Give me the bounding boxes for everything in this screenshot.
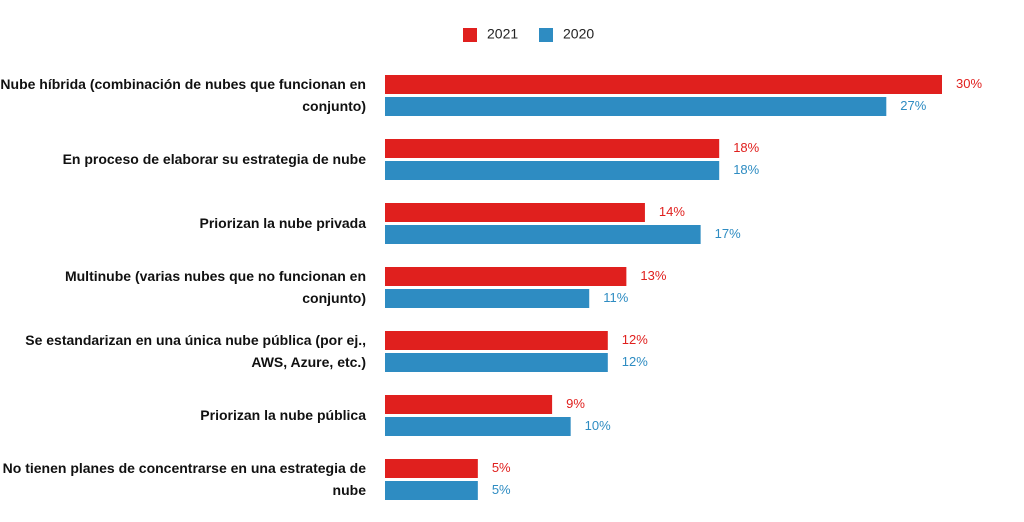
bar	[385, 481, 478, 500]
value-label: 5%	[492, 482, 511, 497]
category-label: Se estandarizan en una única nube públic…	[25, 332, 366, 370]
bar	[385, 203, 645, 222]
value-label: 10%	[585, 418, 611, 433]
value-label: 11%	[603, 290, 628, 305]
value-label: 12%	[622, 332, 648, 347]
bar	[385, 139, 720, 158]
value-label: 14%	[659, 204, 685, 219]
legend-label: 2020	[563, 26, 594, 42]
value-label: 30%	[956, 76, 982, 91]
bar	[385, 395, 553, 414]
category-label: Nube híbrida (combinación de nubes que f…	[0, 76, 366, 114]
category-label: Priorizan la nube pública	[200, 407, 366, 423]
bar	[385, 75, 942, 94]
value-label: 17%	[715, 226, 741, 241]
bar	[385, 97, 887, 116]
category-label: Multinube (varias nubes que no funcionan…	[64, 268, 366, 306]
value-label: 13%	[640, 268, 666, 283]
bar	[385, 459, 478, 478]
value-label: 5%	[492, 460, 511, 475]
value-label: 18%	[733, 140, 759, 155]
bar	[385, 225, 701, 244]
value-label: 27%	[900, 98, 926, 113]
bar	[385, 331, 608, 350]
value-label: 18%	[733, 162, 759, 177]
legend-swatch	[539, 28, 553, 42]
bar	[385, 417, 571, 436]
legend-swatch	[463, 28, 477, 42]
value-label: 12%	[622, 354, 648, 369]
bar	[385, 161, 720, 180]
category-label: No tienen planes de concentrarse en una …	[2, 460, 366, 498]
bar	[385, 267, 627, 286]
bar	[385, 289, 590, 308]
value-label: 9%	[566, 396, 585, 411]
category-label: En proceso de elaborar su estrategia de …	[62, 151, 366, 167]
category-label: Priorizan la nube privada	[199, 215, 367, 231]
bar	[385, 353, 608, 372]
legend-label: 2021	[487, 26, 518, 42]
